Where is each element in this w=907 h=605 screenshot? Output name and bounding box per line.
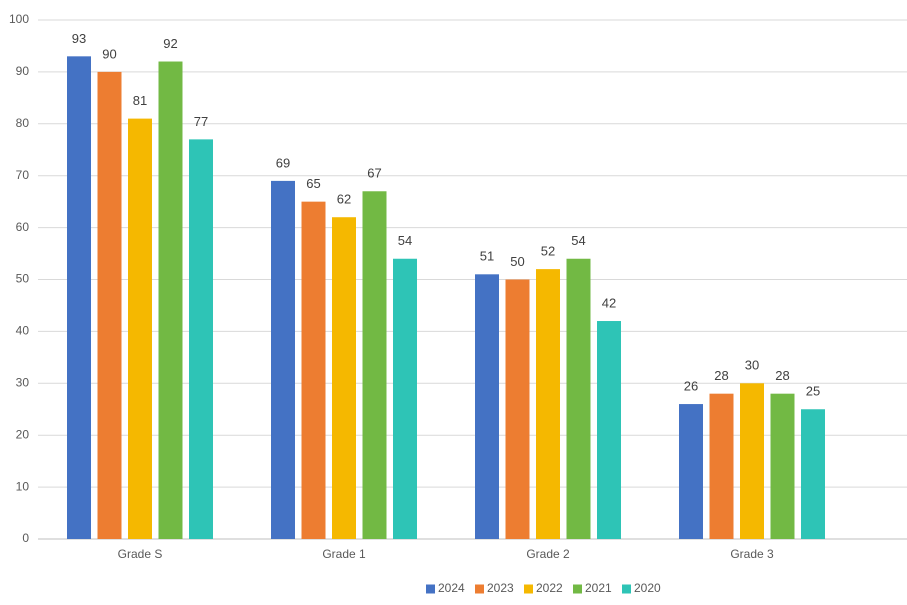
bar [536,269,560,539]
y-tick-label: 70 [16,168,30,182]
data-label: 28 [775,368,789,383]
data-label: 92 [163,36,177,51]
legend-swatch [524,584,533,594]
bar [301,201,326,539]
bar [128,118,152,540]
data-label: 28 [714,368,728,383]
y-tick-label: 0 [22,531,29,545]
data-label: 42 [602,295,616,310]
y-tick-label: 10 [16,479,30,493]
legend-label: 2023 [487,581,514,595]
bar [189,139,213,539]
data-label: 90 [102,46,116,61]
data-label: 54 [571,233,585,248]
bar [566,258,591,539]
y-tick-label: 80 [16,116,30,130]
legend-label: 2022 [536,581,563,595]
bar [362,191,387,539]
data-label: 30 [745,358,759,373]
data-label: 51 [480,249,494,264]
legend-label: 2021 [585,581,612,595]
y-tick-label: 50 [16,272,30,286]
legend-swatch [426,584,435,594]
bar [801,409,825,539]
data-label: 50 [510,254,524,269]
data-label: 52 [541,244,555,259]
data-label: 26 [684,378,698,393]
y-tick-label: 60 [16,220,30,234]
legend-swatch [622,584,631,594]
y-tick-label: 90 [16,64,30,78]
bar [158,61,183,540]
x-tick-label: Grade 1 [322,547,366,561]
bar [475,274,499,539]
bar [679,404,703,539]
data-label: 25 [806,384,820,399]
legend-label: 2020 [634,581,661,595]
y-tick-label: 100 [9,12,29,26]
data-label: 69 [276,155,290,170]
legend-label: 2024 [438,581,465,595]
bar [332,217,356,539]
data-label: 54 [398,233,412,248]
bar [597,321,621,539]
bar [393,258,417,539]
y-tick-label: 30 [16,375,30,389]
bar [709,393,734,539]
data-label: 67 [367,166,381,181]
data-label: 93 [72,31,86,46]
x-tick-label: Grade 3 [730,547,774,561]
x-tick-label: Grade 2 [526,547,570,561]
legend-swatch [475,584,484,594]
y-tick-label: 40 [16,324,30,338]
data-label: 62 [337,192,351,207]
data-label: 65 [306,176,320,191]
bar [505,279,530,539]
bar [271,180,295,539]
y-tick-label: 20 [16,427,30,441]
bar [97,71,122,540]
bar [770,393,795,539]
bar [67,56,91,540]
legend-swatch [573,584,582,594]
data-label: 81 [133,93,147,108]
x-tick-label: Grade S [118,547,163,561]
bar [740,383,764,539]
data-label: 77 [194,114,208,129]
